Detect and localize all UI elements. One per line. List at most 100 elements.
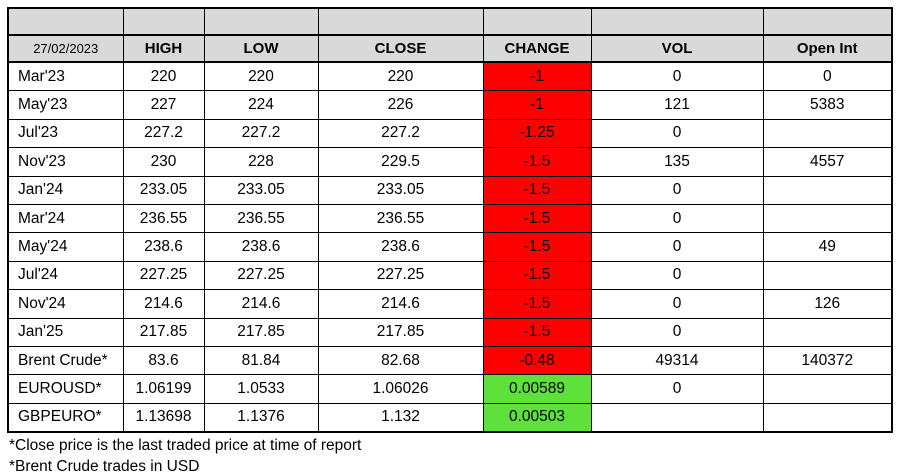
- contract-label-cell: Mar'23: [7, 61, 124, 92]
- futures-price-table: 27/02/2023 HIGH LOW CLOSE CHANGE VOL Ope…: [7, 7, 893, 434]
- vol-value-cell: 0: [590, 289, 764, 319]
- open-int-value-cell: 4557: [762, 147, 893, 177]
- close-value-cell: 227.2: [317, 118, 484, 149]
- open-int-value-cell: 0: [762, 61, 893, 92]
- open-int-value-cell: 140372: [762, 345, 893, 376]
- close-value-cell: 229.5: [317, 147, 484, 177]
- close-value-cell: 217.85: [317, 317, 484, 347]
- change-value-cell: -1.5: [482, 147, 592, 177]
- open-int-value-cell: [762, 317, 893, 347]
- empty-cell: [762, 7, 893, 36]
- table-row: EUROUSD* 1.06199 1.0533 1.06026 0.00589 0: [7, 374, 893, 404]
- vol-value-cell: 121: [590, 90, 764, 120]
- low-value-cell: 220: [203, 61, 319, 92]
- vol-value-cell: [590, 402, 764, 433]
- change-value-cell: -1: [482, 61, 592, 92]
- low-value-cell: 217.85: [203, 317, 319, 347]
- table-row: GBPEURO* 1.13698 1.1376 1.132 0.00503: [7, 402, 893, 433]
- open-int-value-cell: [762, 175, 893, 205]
- table-row: May'23 227 224 226 -1 121 5383: [7, 90, 893, 120]
- contract-label-cell: May'23: [7, 90, 124, 120]
- table-row: Jul'24 227.25 227.25 227.25 -1.5 0: [7, 260, 893, 291]
- column-header-open-int: Open Int: [762, 34, 893, 63]
- table-row: Mar'24 236.55 236.55 236.55 -1.5 0: [7, 203, 893, 234]
- close-value-cell: 238.6: [317, 232, 484, 262]
- high-value-cell: 227.25: [122, 260, 205, 291]
- high-value-cell: 236.55: [122, 203, 205, 234]
- low-value-cell: 228: [203, 147, 319, 177]
- close-value-cell: 214.6: [317, 289, 484, 319]
- table-row: Jul'23 227.2 227.2 227.2 -1.25 0: [7, 118, 893, 149]
- change-value-cell: -1.5: [482, 203, 592, 234]
- change-value-cell: -1.5: [482, 317, 592, 347]
- close-value-cell: 1.132: [317, 402, 484, 433]
- change-value-cell: -1.5: [482, 289, 592, 319]
- vol-value-cell: 0: [590, 118, 764, 149]
- change-value-cell: -1.5: [482, 232, 592, 262]
- table-row: Nov'24 214.6 214.6 214.6 -1.5 0 126: [7, 289, 893, 319]
- low-value-cell: 81.84: [203, 345, 319, 376]
- high-value-cell: 1.06199: [122, 374, 205, 404]
- open-int-value-cell: [762, 260, 893, 291]
- contract-label-cell: Nov'24: [7, 289, 124, 319]
- low-value-cell: 224: [203, 90, 319, 120]
- column-header-close: CLOSE: [317, 34, 484, 63]
- empty-cell: [590, 7, 764, 36]
- open-int-value-cell: [762, 374, 893, 404]
- footnotes: *Close price is the last traded price at…: [9, 435, 361, 476]
- vol-value-cell: 0: [590, 232, 764, 262]
- high-value-cell: 233.05: [122, 175, 205, 205]
- footnote-close-price: *Close price is the last traded price at…: [9, 437, 362, 454]
- open-int-value-cell: [762, 203, 893, 234]
- low-value-cell: 236.55: [203, 203, 319, 234]
- contract-label-cell: Jul'24: [7, 260, 124, 291]
- column-header-change: CHANGE: [482, 34, 592, 63]
- low-value-cell: 1.1376: [203, 402, 319, 433]
- low-value-cell: 1.0533: [203, 374, 319, 404]
- vol-value-cell: 0: [590, 317, 764, 347]
- change-value-cell: -1.25: [482, 118, 592, 149]
- vol-value-cell: 135: [590, 147, 764, 177]
- low-value-cell: 233.05: [203, 175, 319, 205]
- empty-cell: [203, 7, 319, 36]
- high-value-cell: 227: [122, 90, 205, 120]
- close-value-cell: 220: [317, 61, 484, 92]
- contract-label-cell: EUROUSD*: [7, 374, 124, 404]
- vol-value-cell: 0: [590, 175, 764, 205]
- close-value-cell: 226: [317, 90, 484, 120]
- open-int-value-cell: 49: [762, 232, 893, 262]
- low-value-cell: 227.2: [203, 118, 319, 149]
- table-row: May'24 238.6 238.6 238.6 -1.5 0 49: [7, 232, 893, 262]
- table-row: Brent Crude* 83.6 81.84 82.68 -0.48 49314 1403…: [7, 345, 893, 376]
- high-value-cell: 238.6: [122, 232, 205, 262]
- change-value-cell: 0.00503: [482, 402, 592, 433]
- vol-value-cell: 0: [590, 61, 764, 92]
- table-row: Jan'25 217.85 217.85 217.85 -1.5 0: [7, 317, 893, 347]
- change-value-cell: 0.00589: [482, 374, 592, 404]
- empty-cell: [122, 7, 205, 36]
- close-value-cell: 233.05: [317, 175, 484, 205]
- change-value-cell: -1.5: [482, 260, 592, 291]
- vol-value-cell: 49314: [590, 345, 764, 376]
- high-value-cell: 1.13698: [122, 402, 205, 433]
- contract-label-cell: Mar'24: [7, 203, 124, 234]
- change-value-cell: -0.48: [482, 345, 592, 376]
- table-row: Nov'23 230 228 229.5 -1.5 135 4557: [7, 147, 893, 177]
- open-int-value-cell: [762, 402, 893, 433]
- vol-value-cell: 0: [590, 374, 764, 404]
- high-value-cell: 217.85: [122, 317, 205, 347]
- close-value-cell: 1.06026: [317, 374, 484, 404]
- table-row: Mar'23 220 220 220 -1 0 0: [7, 61, 893, 92]
- low-value-cell: 227.25: [203, 260, 319, 291]
- footnote-brent-crude: *Brent Crude trades in USD: [9, 458, 200, 475]
- contract-label-cell: Nov'23: [7, 147, 124, 177]
- empty-cell: [482, 7, 592, 36]
- high-value-cell: 220: [122, 61, 205, 92]
- open-int-value-cell: 5383: [762, 90, 893, 120]
- open-int-value-cell: [762, 118, 893, 149]
- contract-label-cell: Jul'23: [7, 118, 124, 149]
- column-header-high: HIGH: [122, 34, 205, 63]
- contract-label-cell: Jan'24: [7, 175, 124, 205]
- table-row: Jan'24 233.05 233.05 233.05 -1.5 0: [7, 175, 893, 205]
